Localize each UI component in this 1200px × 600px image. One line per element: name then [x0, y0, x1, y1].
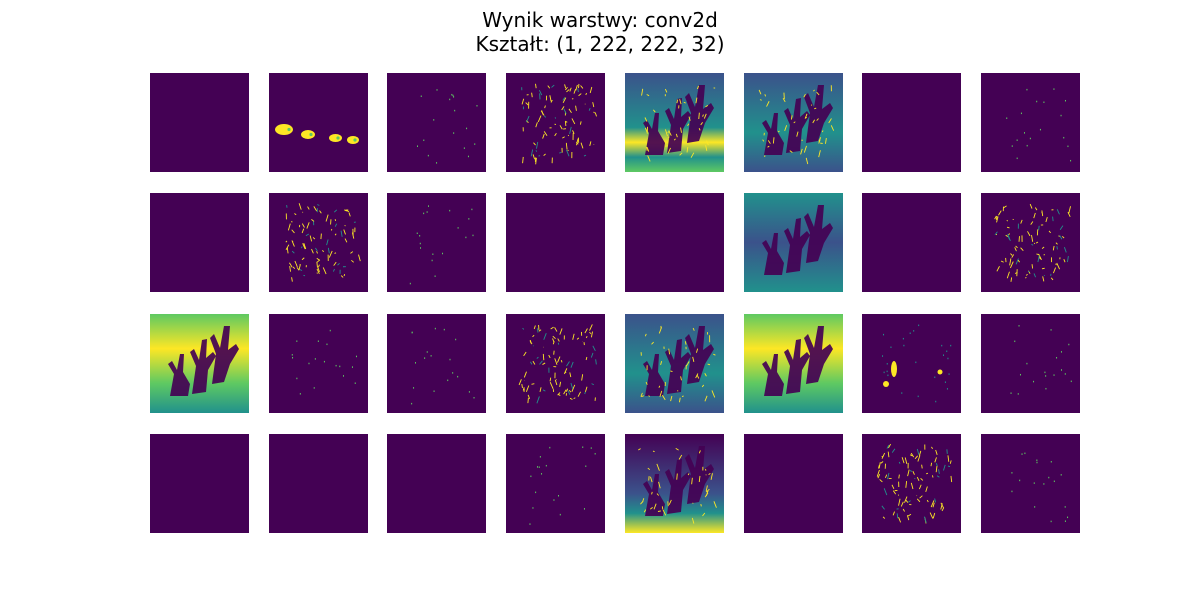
feature-map-24 — [981, 314, 1080, 413]
feature-map-4 — [506, 73, 605, 172]
feature-map-31 — [862, 434, 961, 533]
feature-map-23 — [862, 314, 961, 413]
feature-map-16 — [981, 193, 1080, 292]
feature-map-9 — [150, 193, 249, 292]
feature-map-22 — [744, 314, 843, 413]
feature-map-28 — [506, 434, 605, 533]
feature-map-6 — [744, 73, 843, 172]
feature-map-12 — [506, 193, 605, 292]
feature-map-30 — [744, 434, 843, 533]
feature-map-5 — [625, 73, 724, 172]
feature-map-29 — [625, 434, 724, 533]
feature-map-13 — [625, 193, 724, 292]
feature-map-25 — [150, 434, 249, 533]
feature-map-18 — [269, 314, 368, 413]
feature-map-8 — [981, 73, 1080, 172]
feature-map-21 — [625, 314, 724, 413]
feature-map-19 — [387, 314, 486, 413]
feature-map-17 — [150, 314, 249, 413]
feature-map-3 — [387, 73, 486, 172]
feature-map-27 — [387, 434, 486, 533]
feature-map-20 — [506, 314, 605, 413]
feature-map-32 — [981, 434, 1080, 533]
feature-map-15 — [862, 193, 961, 292]
figure-title-line2: Kształt: (1, 222, 222, 32) — [475, 32, 725, 56]
feature-map-14 — [744, 193, 843, 292]
feature-map-7 — [862, 73, 961, 172]
feature-map-1 — [150, 73, 249, 172]
figure-title-line1: Wynik warstwy: conv2d — [482, 8, 718, 32]
feature-map-26 — [269, 434, 368, 533]
feature-map-2 — [269, 73, 368, 172]
feature-map-10 — [269, 193, 368, 292]
feature-map-11 — [387, 193, 486, 292]
